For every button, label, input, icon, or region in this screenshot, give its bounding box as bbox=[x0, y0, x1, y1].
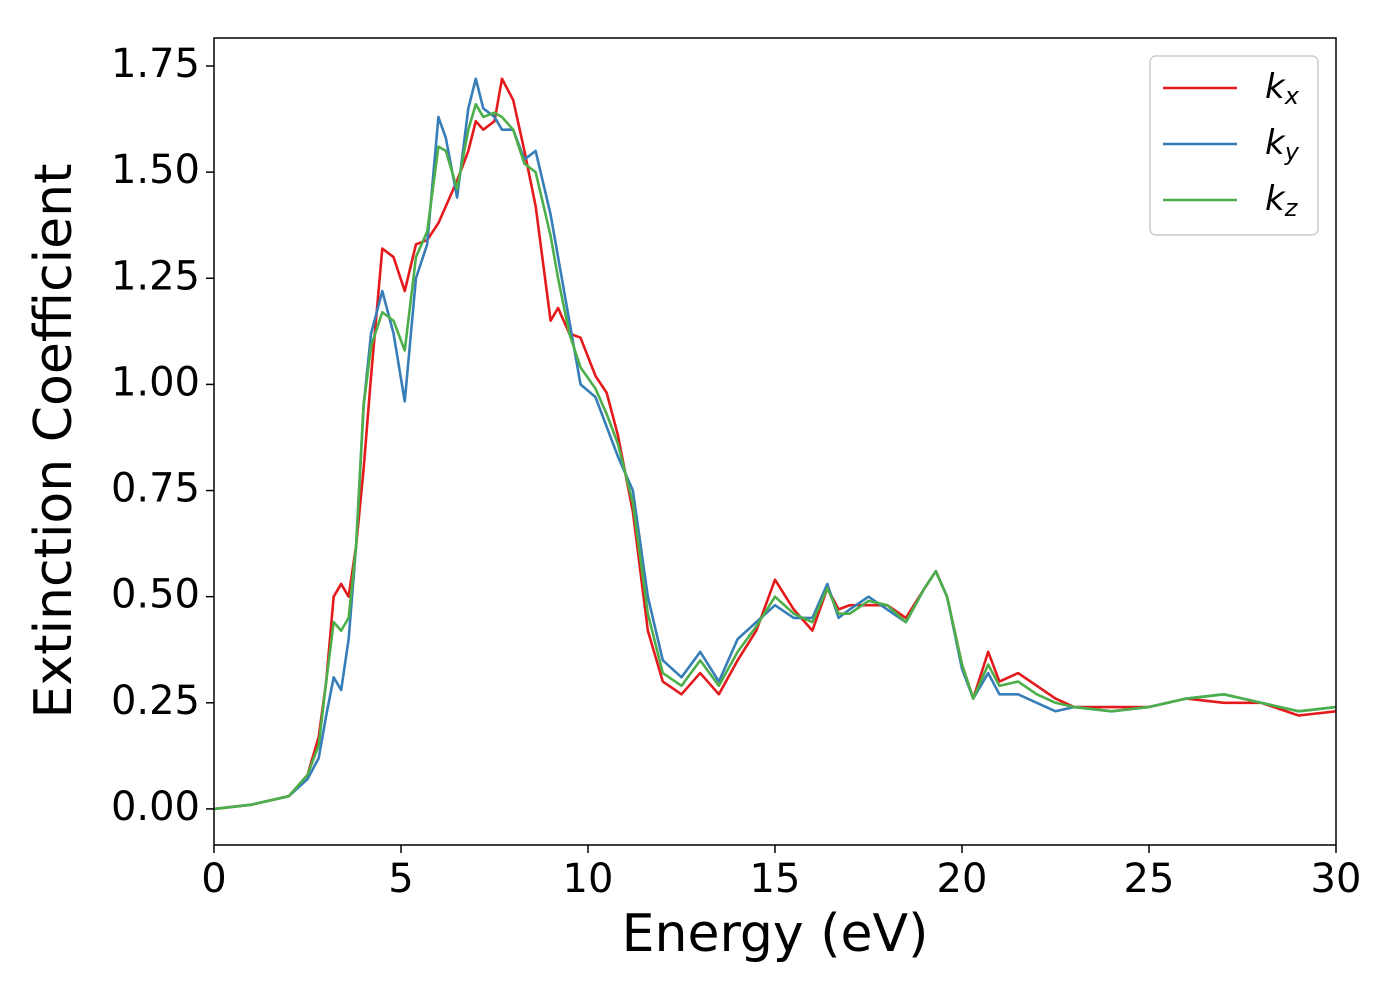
x-tick-label: 20 bbox=[937, 856, 988, 902]
y-tick-label: 0.50 bbox=[111, 572, 200, 618]
y-tick-label: 0.25 bbox=[111, 678, 200, 724]
x-tick-label: 10 bbox=[563, 856, 614, 902]
x-tick-label: 30 bbox=[1311, 856, 1362, 902]
legend-label: ky bbox=[1265, 123, 1300, 167]
x-tick-label: 0 bbox=[201, 856, 226, 902]
legend-label: kx bbox=[1265, 67, 1300, 111]
y-tick-label: 1.75 bbox=[111, 41, 200, 87]
y-tick-label: 1.00 bbox=[111, 359, 200, 405]
x-tick-label: 25 bbox=[1124, 856, 1175, 902]
y-tick-label: 0.75 bbox=[111, 466, 200, 512]
y-tick-label: 0.00 bbox=[111, 784, 200, 830]
legend-box bbox=[1149, 55, 1319, 236]
y-tick-label: 1.25 bbox=[111, 253, 200, 299]
y-tick-label: 1.50 bbox=[111, 147, 200, 193]
data-line bbox=[214, 102, 1336, 811]
x-axis-label: Energy (eV) bbox=[622, 904, 929, 964]
plot-frame bbox=[213, 37, 1337, 846]
x-tick-label: 15 bbox=[750, 856, 801, 902]
y-axis-label: Extinction Coefficient bbox=[24, 164, 84, 719]
x-tick-label: 5 bbox=[388, 856, 413, 902]
legend-label: kz bbox=[1265, 179, 1299, 223]
